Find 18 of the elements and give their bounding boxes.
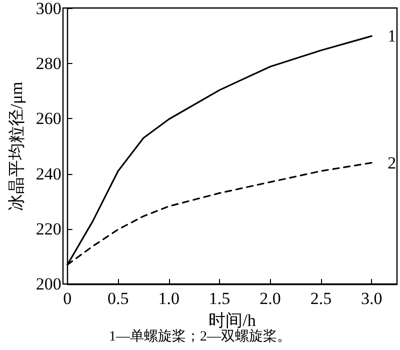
y-axis-title: 冰晶平均粒径/μm [7, 82, 26, 211]
y-tick-label: 200 [36, 274, 62, 294]
x-tick-label: 0.5 [107, 289, 129, 308]
y-tick-label: 220 [36, 219, 62, 238]
x-tick-label: 1.5 [208, 289, 230, 308]
y-tick-label: 260 [36, 109, 62, 128]
text: 1—单螺旋桨；2—双螺旋桨。 [109, 328, 291, 344]
x-tick-label: 0 [63, 289, 72, 308]
y-tick-label: 300 [36, 0, 62, 18]
series-label: 1 [388, 26, 396, 46]
y-tick-label: 240 [36, 164, 62, 184]
series-label: 2 [388, 153, 396, 172]
x-tick-label: 1.0 [158, 289, 180, 308]
x-tick-label: 2.5 [310, 289, 332, 308]
x-axis-title: 时间/h [208, 310, 256, 330]
x-tick-label: 3.0 [361, 289, 382, 308]
y-tick-label: 280 [36, 54, 62, 74]
x-tick-label: 2.0 [260, 289, 281, 308]
